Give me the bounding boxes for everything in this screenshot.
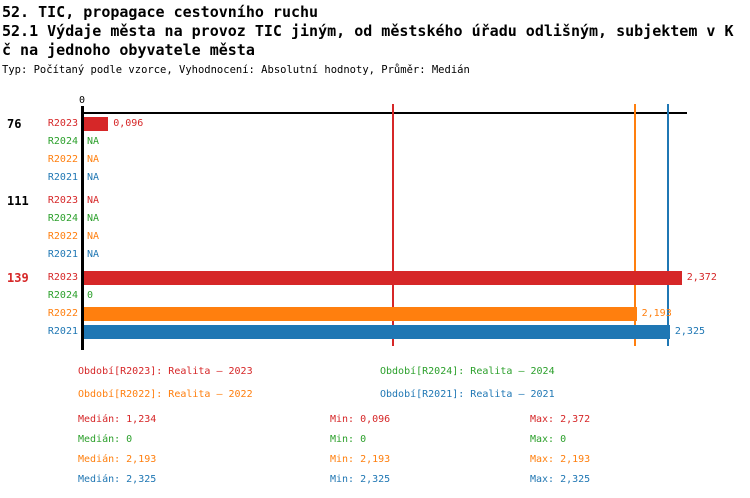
series-row-label: R2024 bbox=[47, 136, 78, 147]
bar-r2023-group139 bbox=[84, 270, 682, 285]
group-label-76: 76 bbox=[7, 117, 22, 131]
x-axis-line bbox=[81, 112, 687, 114]
bar-r2023-group76 bbox=[84, 117, 108, 131]
bar-value-label: NA bbox=[87, 154, 100, 165]
median-gridline-r2021 bbox=[666, 104, 669, 346]
stat-max-r2022: Max: 2,193 bbox=[530, 454, 591, 465]
series-row-label: R2024 bbox=[47, 289, 78, 301]
bar-r2022-group139 bbox=[84, 306, 637, 321]
series-row-label: R2024 bbox=[47, 213, 78, 224]
stat-max-r2021: Max: 2,325 bbox=[530, 474, 591, 485]
bar-value-label: 2,325 bbox=[674, 325, 705, 337]
bar-value-label: 0,096 bbox=[113, 118, 144, 129]
legend-item-r2023: Období[R2023]: Realita – 2023 bbox=[78, 366, 253, 377]
group-label-111: 111 bbox=[7, 194, 29, 208]
median-gridline-r2022 bbox=[633, 104, 636, 346]
stat-min-r2023: Min: 0,096 bbox=[330, 414, 391, 425]
y-axis-line bbox=[81, 106, 84, 350]
stat-max-r2024: Max: 0 bbox=[530, 434, 567, 445]
series-row-label: R2023 bbox=[47, 271, 78, 283]
report-title-line3: č na jednoho obyvatele města bbox=[2, 41, 255, 59]
stat-median-r2024: Medián: 0 bbox=[78, 434, 133, 445]
series-row-label: R2022 bbox=[47, 307, 78, 319]
bar-value-label: NA bbox=[87, 172, 100, 183]
series-row-label: R2021 bbox=[47, 325, 78, 337]
bar-value-label: 0 bbox=[87, 289, 94, 301]
stat-median-r2021: Medián: 2,325 bbox=[78, 474, 157, 485]
series-row-label: R2023 bbox=[47, 195, 78, 206]
bar-value-label: NA bbox=[87, 195, 100, 206]
stat-median-r2022: Medián: 2,193 bbox=[78, 454, 157, 465]
legend-item-r2021: Období[R2021]: Realita – 2021 bbox=[380, 389, 555, 400]
group-label-139: 139 bbox=[7, 270, 29, 285]
stat-min-r2021: Min: 2,325 bbox=[330, 474, 391, 485]
stat-min-r2024: Min: 0 bbox=[330, 434, 367, 445]
report-meta-line: Typ: Počítaný podle vzorce, Vyhodnocení:… bbox=[2, 64, 470, 76]
bar-value-label: NA bbox=[87, 231, 100, 242]
series-row-label: R2022 bbox=[47, 154, 78, 165]
series-row-label: R2021 bbox=[47, 172, 78, 183]
bar-value-label: NA bbox=[87, 213, 100, 224]
median-gridline-r2023 bbox=[391, 104, 394, 346]
series-row-label: R2021 bbox=[47, 249, 78, 260]
stat-median-r2023: Medián: 1,234 bbox=[78, 414, 157, 425]
series-row-label: R2023 bbox=[47, 118, 78, 129]
bar-value-label: NA bbox=[87, 249, 100, 260]
stat-min-r2022: Min: 2,193 bbox=[330, 454, 391, 465]
bar-value-label: 2,193 bbox=[641, 307, 672, 319]
report-title-line1: 52. TIC, propagace cestovního ruchu bbox=[2, 3, 319, 21]
bar-r2021-group139 bbox=[84, 324, 670, 339]
legend-item-r2022: Období[R2022]: Realita – 2022 bbox=[78, 389, 253, 400]
bar-value-label: 2,372 bbox=[686, 271, 717, 283]
bar-value-label: NA bbox=[87, 136, 100, 147]
axis-zero-tick-label: 0 bbox=[78, 95, 86, 106]
stat-max-r2023: Max: 2,372 bbox=[530, 414, 591, 425]
report-title-line2: 52.1 Výdaje města na provoz TIC jiným, o… bbox=[2, 22, 734, 40]
legend-item-r2024: Období[R2024]: Realita – 2024 bbox=[380, 366, 555, 377]
series-row-label: R2022 bbox=[47, 231, 78, 242]
